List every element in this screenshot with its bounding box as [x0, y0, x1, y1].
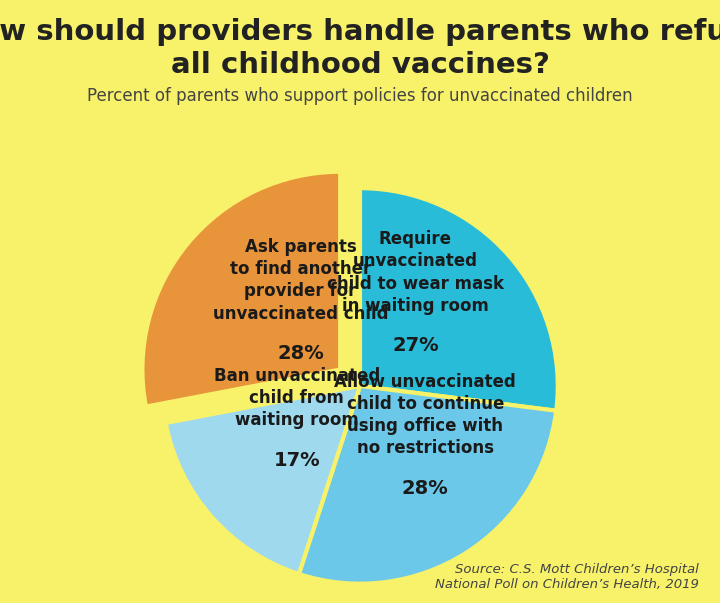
- Text: 28%: 28%: [402, 479, 449, 498]
- Wedge shape: [143, 172, 340, 406]
- Text: 28%: 28%: [277, 344, 324, 364]
- Text: Source: C.S. Mott Children’s Hospital
National Poll on Children’s Health, 2019: Source: C.S. Mott Children’s Hospital Na…: [435, 563, 698, 591]
- Text: Ban unvaccinated
child from
waiting room: Ban unvaccinated child from waiting room: [214, 367, 380, 429]
- Text: Require
unvaccinated
child to wear mask
in waiting room: Require unvaccinated child to wear mask …: [327, 230, 504, 315]
- Text: Allow unvaccinated
child to continue
using office with
no restrictions: Allow unvaccinated child to continue usi…: [334, 373, 516, 457]
- Text: 27%: 27%: [392, 336, 438, 356]
- Text: Ask parents
to find another
provider for
unvaccinated child: Ask parents to find another provider for…: [213, 238, 388, 323]
- Text: 17%: 17%: [274, 451, 320, 470]
- Wedge shape: [166, 386, 360, 574]
- Text: all childhood vaccines?: all childhood vaccines?: [171, 51, 549, 79]
- Text: Percent of parents who support policies for unvaccinated children: Percent of parents who support policies …: [87, 87, 633, 106]
- Wedge shape: [299, 386, 557, 584]
- Wedge shape: [360, 188, 558, 411]
- Text: How should providers handle parents who refuse: How should providers handle parents who …: [0, 18, 720, 46]
